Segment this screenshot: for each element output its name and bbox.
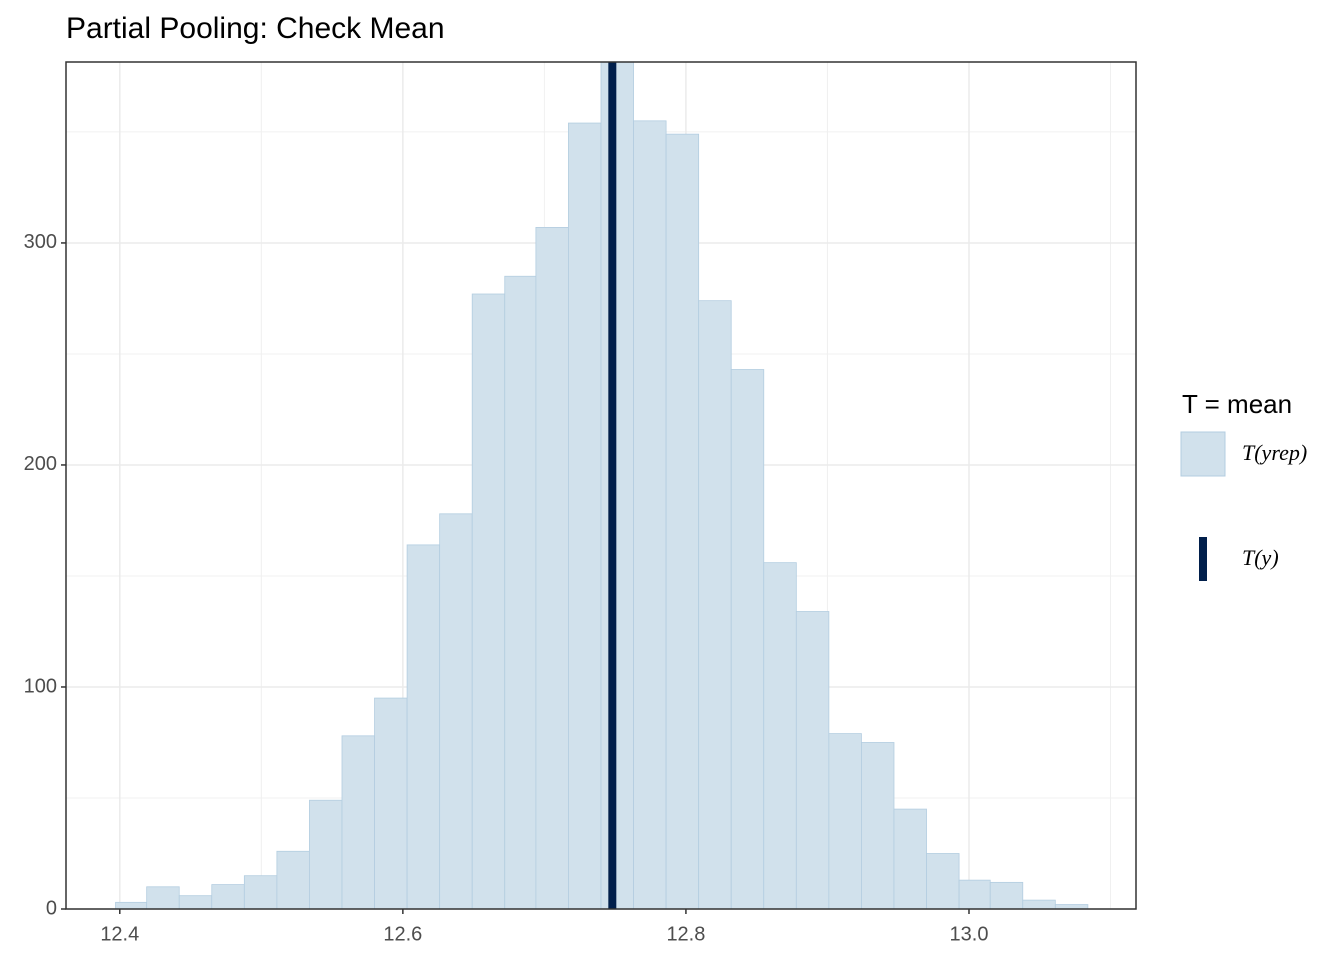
- panel-border: [65, 61, 1137, 910]
- bar: [211, 884, 245, 909]
- legend-title: T = mean: [1182, 389, 1292, 419]
- bar: [568, 122, 602, 909]
- bar: [471, 293, 506, 909]
- bar: [698, 300, 732, 909]
- bar: [989, 881, 1024, 909]
- x-tick-label: 12.4: [100, 923, 139, 945]
- bar: [309, 799, 343, 909]
- legend-label: T(yrep): [1242, 440, 1307, 465]
- bar: [374, 697, 408, 909]
- bar: [243, 875, 278, 909]
- legend-key: [1180, 431, 1226, 477]
- bar: [828, 733, 862, 909]
- bar: [600, 62, 634, 909]
- bar: [439, 513, 473, 909]
- bar: [276, 850, 310, 909]
- bar: [730, 369, 765, 909]
- bar: [861, 742, 895, 909]
- y-tick-label: 100: [24, 675, 57, 697]
- bar: [893, 808, 927, 909]
- chart-title: Partial Pooling: Check Mean: [66, 12, 445, 45]
- bar: [795, 611, 830, 909]
- bar: [178, 895, 213, 909]
- bar: [926, 853, 960, 909]
- x-tick-label: 12.6: [383, 923, 422, 945]
- y-tick-label: 200: [24, 453, 57, 475]
- bar: [763, 562, 797, 909]
- bar: [633, 120, 667, 909]
- bar: [958, 879, 991, 909]
- bar: [146, 886, 180, 909]
- bar: [535, 227, 569, 909]
- x-tick-label: 13.0: [950, 923, 989, 945]
- bar: [1022, 899, 1056, 909]
- x-tick-label: 12.8: [666, 923, 705, 945]
- bar: [115, 901, 148, 909]
- bar: [341, 735, 375, 909]
- bar: [504, 275, 537, 909]
- legend-label: T(y): [1242, 545, 1279, 570]
- bar: [665, 133, 700, 909]
- y-tick-label: 0: [46, 897, 57, 919]
- bars: [115, 62, 1089, 909]
- bar: [406, 544, 441, 909]
- y-tick-label: 300: [24, 231, 57, 253]
